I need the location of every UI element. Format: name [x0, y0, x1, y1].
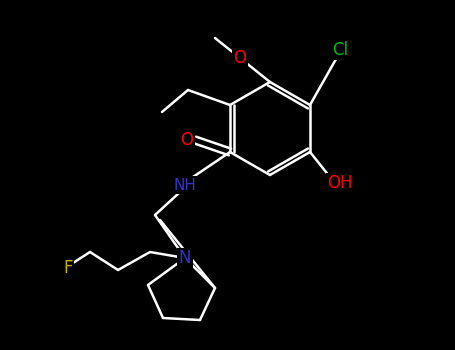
Text: Cl: Cl: [332, 41, 348, 59]
Text: O: O: [233, 49, 247, 67]
Text: OH: OH: [327, 174, 353, 192]
Text: F: F: [63, 259, 73, 277]
Text: NH: NH: [173, 177, 197, 192]
Text: O: O: [181, 131, 193, 149]
Text: N: N: [179, 249, 191, 267]
